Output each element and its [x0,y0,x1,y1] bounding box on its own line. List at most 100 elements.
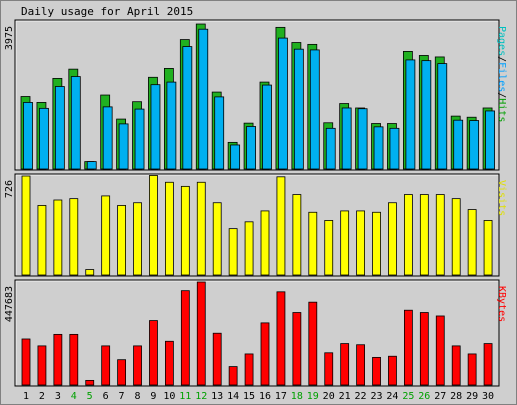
visits-bar [419,194,429,276]
kbytes-bar [21,338,31,386]
visits-bar [372,211,381,276]
kbytes-bar [37,345,47,386]
kbytes-bar [356,344,366,386]
panel-frame [14,173,500,277]
day-tick-label: 3 [55,391,61,402]
files-bar [437,63,448,170]
panel-frame [14,19,500,171]
files-bar [278,37,288,170]
visits-bar [340,210,350,276]
day-tick-label: 23 [370,391,382,402]
files-bar [134,108,145,170]
files-bar [39,107,49,170]
hits-files-panel: 3975 Pages/Files/Hits [4,19,507,171]
visits-bar [117,205,126,276]
visits-bar [37,205,47,276]
files-bar [102,106,113,170]
files-bar [357,108,368,170]
visits-bar [356,210,366,276]
day-tick-label: 9 [150,391,156,402]
visits-bar [483,220,493,276]
visits-bar [228,228,238,276]
kbytes-bar [53,333,63,386]
day-tick-label: 26 [418,391,430,402]
kbytes-bar [85,379,95,386]
kbytes-bar [419,312,429,386]
kbytes-bar [196,281,206,386]
day-tick-label: 29 [466,391,478,402]
kbytes-bar [180,290,190,386]
panel-series-label: Pages/Files/Hits [496,26,507,122]
kbytes-bar [276,291,286,386]
files-bar [405,59,416,170]
files-bar [453,119,464,170]
visits-bar [180,185,190,276]
files-bar [118,123,129,170]
kbytes-bar [101,345,111,386]
kbytes-bar [388,355,397,386]
kbytes-bar [451,345,461,386]
kbytes-panel: 447683 KBytes [4,279,507,387]
panel-series-label: Visits [496,180,507,216]
day-tick-label: 11 [179,391,191,402]
files-bar [23,102,33,170]
files-bar [262,84,272,170]
day-tick-label: 22 [355,391,367,402]
files-bar [469,120,480,170]
panel-series-label: KBytes [496,286,507,322]
kbytes-bar [324,352,334,386]
visits-bar [85,269,95,276]
visits-bar [133,202,142,276]
day-tick-label: 2 [39,391,45,402]
kbytes-bar [69,333,79,386]
kbytes-bar [435,315,445,386]
day-tick-label: 18 [291,391,303,402]
files-bar [389,127,400,170]
visits-bar [21,175,31,276]
day-tick-label: 4 [71,391,77,402]
day-tick-label: 8 [134,391,140,402]
files-bar [198,28,209,170]
kbytes-bar [133,345,142,386]
visits-bar [435,194,445,276]
day-tick-label: 17 [275,391,287,402]
visits-bar [260,210,270,276]
files-bar [421,60,432,170]
visits-bar [149,175,158,276]
visits-bar [292,194,302,276]
day-tick-label: 7 [119,391,125,402]
visits-bar [308,211,318,276]
kbytes-bar [212,332,222,386]
files-bar [309,49,320,170]
day-tick-label: 1 [23,391,29,402]
kbytes-bar [308,301,318,386]
files-bar [373,126,384,170]
day-tick-label: 27 [434,391,446,402]
day-tick-label: 21 [339,391,351,402]
visits-bar [244,221,254,276]
day-tick-label: 20 [323,391,335,402]
visits-bar [164,181,174,276]
files-bar [325,127,336,170]
files-bar [86,161,97,170]
files-bar [341,107,352,170]
kbytes-bar [372,356,381,386]
day-tick-label: 30 [482,391,494,402]
day-tick-label: 10 [163,391,175,402]
visits-panel: 726 Visits [4,173,507,277]
kbytes-bar [483,343,493,386]
day-tick-label: 19 [307,391,319,402]
day-tick-label: 6 [103,391,109,402]
day-tick-label: 14 [227,391,239,402]
files-bar [214,96,225,170]
visits-bar [451,198,461,276]
kbytes-bar [164,340,174,386]
series-label-separator: / [496,92,507,98]
panel-frame [14,279,500,387]
visits-bar [69,198,79,276]
visits-bar [53,199,63,276]
panel-max-label: 447683 [4,286,15,322]
kbytes-bar [340,343,350,386]
files-bar [293,48,304,170]
